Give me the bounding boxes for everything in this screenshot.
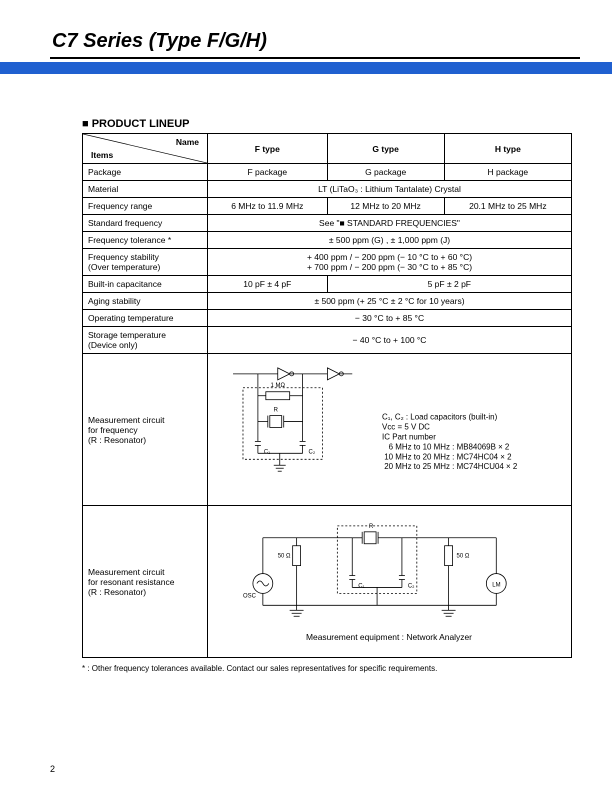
row-op-temp: Operating temperature− 30 °C to + 85 °C (83, 310, 572, 327)
footnote: * : Other frequency tolerances available… (82, 664, 572, 673)
row-cap: Built-in capacitance10 pF ± 4 pF5 pF ± 2… (83, 276, 572, 293)
page-number: 2 (50, 764, 55, 774)
circuit-freq-cell: 1 MΩ R C₁ C₂ (208, 354, 572, 506)
header-items: Items (91, 150, 113, 160)
row-material: MaterialLT (LiTaO₃ : Lithium Tantalate) … (83, 181, 572, 198)
section-heading: ■ PRODUCT LINEUP (82, 118, 572, 130)
row-freq-tol: Frequency tolerance *± 500 ppm (G) , ± 1… (83, 232, 572, 249)
row-aging: Aging stability± 500 ppm (+ 25 °C ± 2 °C… (83, 293, 572, 310)
row-freq-stab: Frequency stability (Over temperature)+ … (83, 249, 572, 276)
content: ■ PRODUCT LINEUP Name Items F type G typ… (82, 118, 572, 673)
col-f: F type (208, 134, 328, 164)
col-h: H type (444, 134, 571, 164)
blue-bar (0, 62, 612, 74)
title-bar: C7 Series (Type F/G/H) (50, 30, 612, 59)
svg-text:C₁: C₁ (358, 583, 364, 589)
svg-text:R: R (369, 524, 374, 530)
row-circuit-freq: Measurement circuit for frequency (R : R… (83, 354, 572, 506)
svg-text:1 MΩ: 1 MΩ (271, 383, 286, 389)
title-underline (50, 57, 580, 59)
items-name-header: Name Items (83, 134, 208, 164)
col-g: G type (327, 134, 444, 164)
row-package: PackageF packageG packageH package (83, 164, 572, 181)
equip-label: Measurement equipment : Network Analyzer (306, 632, 472, 642)
page-title: C7 Series (Type F/G/H) (50, 30, 612, 53)
header-name: Name (176, 137, 199, 147)
lineup-table: Name Items F type G type H type PackageF… (82, 133, 572, 658)
svg-text:C₂: C₂ (408, 583, 415, 589)
circuit-freq-notes: C₁, C₂ : Load capacitors (built-in)Vcc =… (382, 413, 518, 472)
row-stor-temp: Storage temperature (Device only)− 40 °C… (83, 327, 572, 354)
svg-text:50 Ω: 50 Ω (457, 554, 470, 560)
row-std-freq: Standard frequencySee "■ STANDARD FREQUE… (83, 215, 572, 232)
circuit-res-cell: R C₁ C₂ 50 Ω OSC (208, 506, 572, 658)
svg-text:C₂: C₂ (309, 449, 316, 455)
svg-text:R: R (274, 408, 279, 414)
circuit-freq-svg: 1 MΩ R C₁ C₂ (208, 354, 571, 503)
row-freq-range: Frequency range6 MHz to 11.9 MHz12 MHz t… (83, 198, 572, 215)
circuit-res-svg: R C₁ C₂ 50 Ω OSC (208, 506, 571, 655)
svg-text:LM: LM (492, 582, 500, 588)
svg-text:C₁: C₁ (264, 449, 270, 455)
header-row: Name Items F type G type H type (83, 134, 572, 164)
svg-text:OSC: OSC (243, 593, 257, 599)
row-circuit-res: Measurement circuit for resonant resista… (83, 506, 572, 658)
svg-text:50 Ω: 50 Ω (278, 554, 291, 560)
